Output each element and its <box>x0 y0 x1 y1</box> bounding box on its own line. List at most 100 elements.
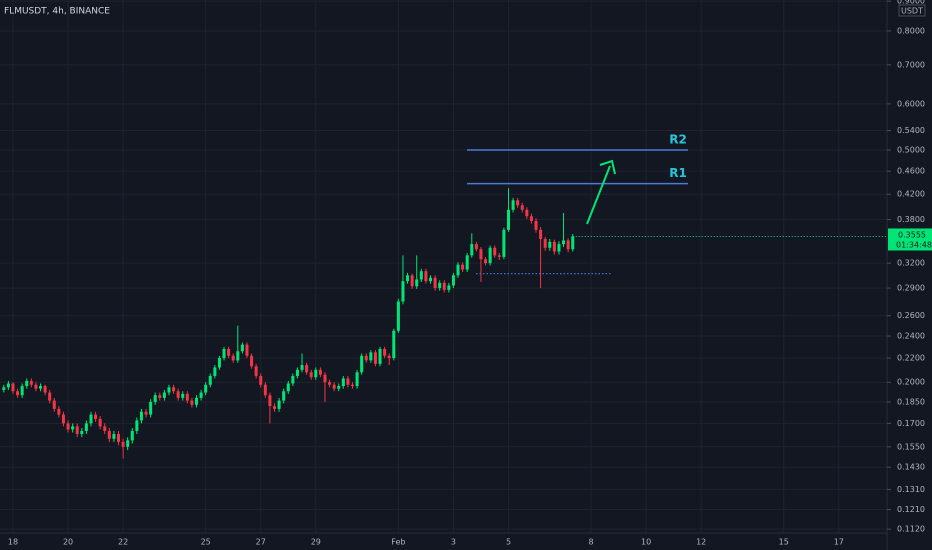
candle-body <box>474 244 478 250</box>
resistance-label: R2 <box>669 133 687 147</box>
x-tick-label: 29 <box>311 538 321 547</box>
candle-body <box>364 355 368 361</box>
candle-body <box>236 351 240 361</box>
candle-body <box>20 386 24 396</box>
x-tick-label: Feb <box>391 538 405 547</box>
candle-body <box>323 374 327 383</box>
candle-body <box>548 241 552 248</box>
candle-body <box>213 367 217 376</box>
y-tick-label: 0.2000 <box>897 378 925 387</box>
candle-body <box>360 355 364 373</box>
candle-body <box>328 382 332 385</box>
x-tick-label: 25 <box>201 538 211 547</box>
candle-body <box>373 352 377 364</box>
candle-body <box>461 264 465 270</box>
candle-body <box>112 434 116 439</box>
candle-body <box>25 380 29 387</box>
candle-body <box>204 384 208 393</box>
candle-body <box>520 205 524 210</box>
candle-body <box>158 395 162 398</box>
candle-body <box>277 400 281 409</box>
candle-body <box>406 275 410 282</box>
candle-body <box>282 391 286 401</box>
candle-body <box>268 395 272 407</box>
y-tick-label: 0.4200 <box>897 190 925 199</box>
candle-body <box>543 238 547 248</box>
candle-body <box>227 349 231 356</box>
candle-body <box>369 352 373 361</box>
candle-body <box>272 406 277 409</box>
y-tick-label: 0.1430 <box>897 463 925 472</box>
arrow-head <box>599 159 616 175</box>
candle-body <box>451 275 455 286</box>
resistance-label: R1 <box>669 166 687 180</box>
x-tick-label: 10 <box>641 538 651 547</box>
candle-body <box>566 240 570 250</box>
y-tick-label: 0.1550 <box>897 442 925 451</box>
candle-body <box>484 259 488 264</box>
candle-body <box>511 200 515 210</box>
candle-body <box>378 349 382 364</box>
candle-body <box>208 375 212 385</box>
last-price-box <box>888 228 932 251</box>
candle-body <box>57 408 61 415</box>
candle-body <box>153 395 157 402</box>
candle-body <box>534 220 538 230</box>
last-price-label: 0.3555 <box>898 230 926 239</box>
candle-body <box>94 414 98 419</box>
y-tick-label: 0.6000 <box>897 99 925 108</box>
candle-body <box>176 391 180 398</box>
x-tick-label: 5 <box>506 538 511 547</box>
candle-body <box>89 414 93 424</box>
candle-body <box>84 423 88 431</box>
candle-body <box>433 277 437 289</box>
countdown-label: 01:34:48 <box>896 240 932 249</box>
candle-body <box>346 378 350 385</box>
candle-body <box>254 366 258 376</box>
y-tick-label: 0.9000 <box>897 0 925 6</box>
candle-body <box>43 386 47 393</box>
candle-body <box>286 383 290 392</box>
candle-body <box>29 380 33 385</box>
candle-body <box>525 209 529 217</box>
candle-body <box>571 236 575 250</box>
candle-body <box>98 418 102 427</box>
candle-body <box>199 392 203 398</box>
y-tick-label: 0.3200 <box>897 259 925 268</box>
candle-body <box>80 430 84 435</box>
arrow-shaft <box>586 165 611 225</box>
candle-body <box>502 229 506 257</box>
candle-body <box>447 285 451 290</box>
y-tick-label: 0.2900 <box>897 284 925 293</box>
candle-body <box>162 392 166 398</box>
currency-box <box>898 4 926 17</box>
candle-body <box>341 378 345 387</box>
y-tick-label: 0.1210 <box>897 505 925 514</box>
candle-body <box>295 369 299 376</box>
x-tick-label: 15 <box>779 538 789 547</box>
candles: R1 R2 <box>2 133 887 459</box>
candle-body <box>116 434 121 442</box>
candle-body <box>11 383 15 392</box>
axes: 0.9000 0.8000 0.7000 0.6000 0.5400 0.5000 0.46… <box>8 0 932 547</box>
candle-body <box>121 441 125 447</box>
candle-body <box>250 355 254 367</box>
x-tick-label: 3 <box>451 538 456 547</box>
candle-body <box>493 247 497 256</box>
x-tick-label: 22 <box>118 538 128 547</box>
candle-body <box>438 282 442 289</box>
candle-body <box>442 282 446 290</box>
currency-label: USDT <box>901 7 923 16</box>
candle-body <box>562 240 566 245</box>
candle-body <box>529 216 533 221</box>
candle-body <box>465 255 469 270</box>
candle-body <box>456 264 460 276</box>
x-tick-label: 17 <box>834 538 844 547</box>
candle-body <box>424 271 428 282</box>
candle-body <box>181 393 185 398</box>
candle-body <box>48 392 52 401</box>
candle-body <box>497 255 501 257</box>
candle-body <box>291 375 295 384</box>
